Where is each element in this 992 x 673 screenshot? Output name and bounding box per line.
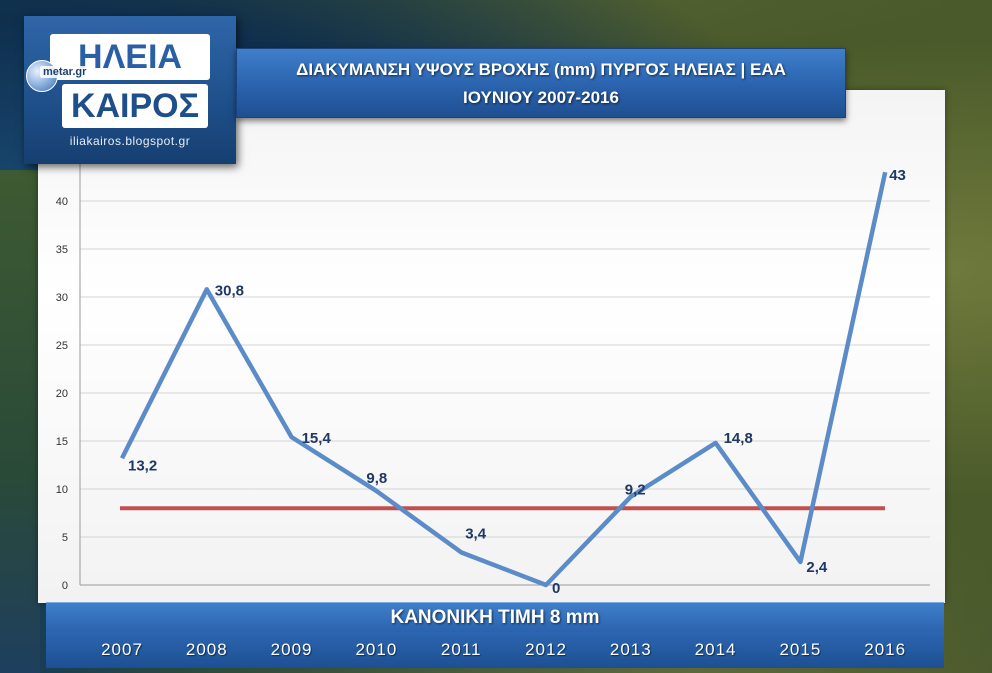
y-tick-label: 25	[56, 340, 68, 352]
site-logo[interactable]: ΗΛΕΙΑ metar.gr ΚΑΙΡΟΣ iliakairos.blogspo…	[24, 16, 236, 164]
data-label: 43	[889, 167, 906, 184]
normal-value-banner: ΚΑΝΟΝΙΚΗ ΤΙΜΗ 8 mm	[46, 602, 944, 633]
logo-url: iliakairos.blogspot.gr	[69, 134, 191, 148]
plot-area	[38, 90, 945, 603]
background-map-left	[0, 170, 40, 673]
y-tick-label: 15	[56, 436, 68, 448]
y-tick-label: 35	[56, 244, 68, 256]
x-tick-label: 2016	[864, 640, 907, 659]
series-line-group	[119, 171, 888, 588]
chart-title: ΔΙΑΚΥΜΑΝΣΗ ΥΨΟΥΣ ΒΡΟΧΗΣ (mm) ΠΥΡΓΟΣ ΗΛΕΙ…	[236, 48, 846, 118]
data-label: 3,4	[465, 525, 487, 542]
data-label: 0	[552, 580, 560, 597]
x-tick-label: 2007	[101, 640, 143, 659]
data-label: 14,8	[724, 430, 753, 447]
chart-title-line2: ΙΟΥΝΙΟΥ 2007-2016	[463, 88, 619, 107]
y-tick-label: 10	[56, 484, 68, 496]
data-label: 2,4	[806, 559, 828, 576]
x-tick-label: 2015	[779, 640, 822, 659]
x-tick-label: 2011	[440, 640, 482, 659]
x-tick-label: 2010	[355, 640, 398, 659]
x-tick-label: 2008	[185, 640, 228, 659]
x-tick-label: 2014	[694, 640, 737, 659]
data-labels: 13,2 30,8 15,4 9,8 3,4 0 9,2 14,8 2,4 43	[128, 167, 906, 597]
data-label: 9,2	[625, 482, 646, 499]
y-tick-label: 5	[62, 532, 68, 544]
x-tick-label: 2012	[525, 640, 567, 659]
y-tick-label: 40	[56, 196, 68, 208]
y-axis-ticks: 0 5 10 15 20 25 30 35 40	[56, 196, 68, 592]
data-label: 9,8	[366, 470, 387, 487]
y-tick-label: 30	[56, 292, 68, 304]
logo-metar-text: metar.gr	[40, 66, 90, 78]
x-tick-label: 2009	[270, 640, 313, 659]
gridlines	[79, 143, 930, 586]
data-label: 15,4	[302, 430, 332, 447]
series-line	[119, 171, 888, 588]
chart-title-line1: ΔΙΑΚΥΜΑΝΣΗ ΥΨΟΥΣ ΒΡΟΧΗΣ (mm) ΠΥΡΓΟΣ ΗΛΕΙ…	[296, 60, 786, 79]
data-label: 13,2	[128, 457, 157, 474]
y-tick-label: 20	[56, 388, 68, 400]
data-label: 30,8	[215, 282, 244, 299]
x-tick-label: 2013	[609, 640, 652, 659]
logo-title-kairos: ΚΑΙΡΟΣ	[62, 84, 208, 128]
y-tick-label: 0	[62, 580, 68, 592]
x-axis-year-bar	[46, 632, 944, 668]
